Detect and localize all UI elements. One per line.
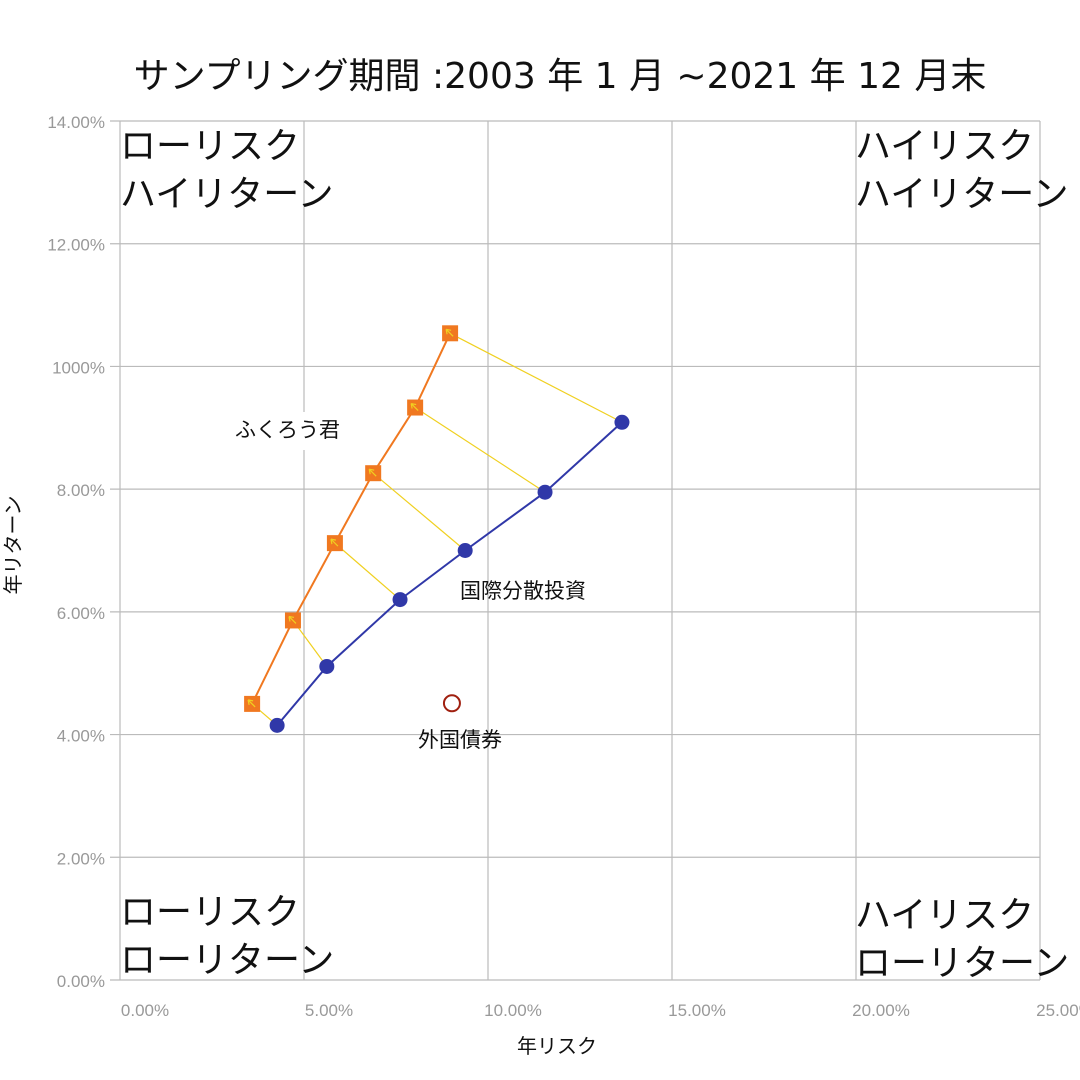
x-tick-label: 20.00% <box>852 1001 910 1020</box>
kokusai-point <box>319 658 335 674</box>
connector-line <box>414 407 546 493</box>
quadrant-label: ローリターン <box>120 940 334 981</box>
x-tick-label: 10.00% <box>484 1001 542 1020</box>
connector-line <box>449 332 623 423</box>
arrow-icon <box>368 468 377 477</box>
x-tick-label: 0.00% <box>121 1001 169 1020</box>
kokusai-point <box>614 414 630 430</box>
y-tick-label: 2.00% <box>57 849 105 868</box>
quadrant-label: ハイリターン <box>855 174 1068 215</box>
y-tick-label: 8.00% <box>57 481 105 500</box>
y-tick-label: 4.00% <box>57 727 105 746</box>
arrow-icon <box>445 328 454 337</box>
quadrant-label: ハイリスク <box>855 126 1034 167</box>
y-tick-labels: 0.00% 2.00% 4.00% 6.00% 8.00% 1000% 12.00% 14.0… <box>47 113 105 991</box>
quadrant-label: ローリターン <box>855 943 1069 984</box>
y-tick-label: 14.00% <box>47 113 105 132</box>
grid <box>110 120 1041 981</box>
quadrant-bottom-left: ローリスク ローリターン <box>120 892 334 981</box>
quadrant-top-left: ローリスク ハイリターン <box>120 126 333 215</box>
y-tick-label: 0.00% <box>57 972 105 991</box>
quadrant-top-right: ハイリスク ハイリターン <box>855 126 1068 215</box>
connector-line <box>372 472 466 551</box>
arrow-icon <box>410 402 419 411</box>
x-tick-label: 15.00% <box>668 1001 726 1020</box>
label-gaikoku-saiken: 外国債券 <box>418 728 502 752</box>
label-kokusai: 国際分散投資 <box>460 579 586 603</box>
arrow-icon <box>247 699 256 708</box>
y-tick-label: 12.00% <box>47 236 105 255</box>
label-fukurou: ふくろう君 <box>235 418 340 442</box>
kokusai-line <box>276 421 623 727</box>
data-marks <box>244 325 630 733</box>
kokusai-point <box>537 484 553 500</box>
gaikoku-saiken-point <box>442 694 461 713</box>
kokusai-point <box>392 592 408 608</box>
x-tick-label: 25.00% <box>1036 1001 1080 1020</box>
y-tick-label: 1000% <box>52 358 105 377</box>
arrow-icon <box>288 615 297 624</box>
quadrant-bottom-right: ハイリスク ローリターン <box>855 895 1069 984</box>
connector-line <box>334 542 401 601</box>
quadrant-label: ローリスク <box>120 126 300 167</box>
quadrant-label: ハイリスク <box>855 895 1034 936</box>
quadrant-label: ローリスク <box>120 892 300 933</box>
fukurou-line <box>251 332 452 705</box>
y-tick-label: 6.00% <box>57 604 105 623</box>
chart-title: サンプリング期間 :2003 年 1 月 ~2021 年 12 月末 <box>134 56 987 97</box>
kokusai-point <box>269 717 285 733</box>
quadrant-label: ハイリターン <box>120 174 333 215</box>
x-tick-label: 5.00% <box>305 1001 353 1020</box>
y-axis-label: 年リターン <box>1 496 25 595</box>
x-tick-labels: 0.00% 5.00% 10.00% 15.00% 20.00% 25.00% <box>121 1001 1080 1020</box>
kokusai-point <box>457 543 473 558</box>
x-axis-label: 年リスク <box>517 1034 597 1058</box>
arrow-icon <box>330 538 339 547</box>
